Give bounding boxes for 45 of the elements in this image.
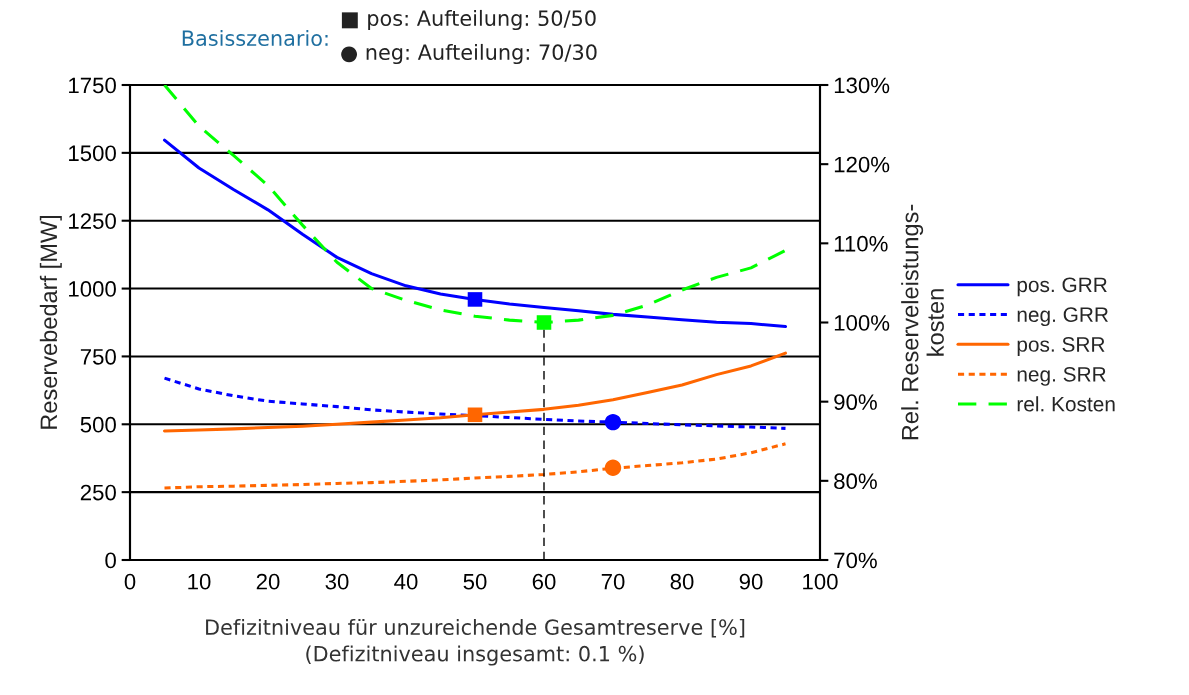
x-tick-label: 20 [256, 573, 280, 590]
point [467, 407, 483, 423]
legend-label: neg. SRR [1017, 366, 1106, 386]
x-axis-title: Defizitniveau für unzureichende Gesamtreserve [%] (Defizitniveau insgesamt: 0.1 %) [206, 618, 745, 666]
x-tick-label: 0 [124, 573, 136, 590]
y2-axis-title: Rel. Reserveleistungs- kosten [901, 204, 944, 440]
x-tick-label: 10 [188, 573, 211, 590]
line-series [162, 138, 788, 329]
legend-label: pos. SRR [1017, 337, 1105, 356]
y-axis-title: Reservebedarf [MW] [39, 215, 62, 429]
point [604, 413, 622, 431]
y-tick-label: 500 [80, 416, 116, 433]
y2-tick-label: 70% [834, 552, 877, 569]
line-series [162, 442, 788, 490]
legend-label: pos. GRR [1017, 277, 1107, 297]
point [467, 292, 483, 307]
point [604, 459, 622, 476]
x-tick-label: 30 [325, 573, 349, 590]
text: ● neg: Aufteilung: 70/30 [341, 43, 597, 65]
x-tick-label: 40 [394, 573, 418, 590]
line-series [162, 376, 788, 430]
x-tick-label: 70 [601, 573, 625, 590]
y-tick-label: 1750 [69, 77, 116, 94]
y2-tick-label: 110% [834, 235, 888, 252]
text: ■ pos: Aufteilung: 50/50 [341, 9, 596, 31]
y2-tick-label: 80% [834, 473, 877, 490]
y-tick-label: 250 [80, 484, 116, 501]
y-tick-label: 750 [80, 348, 116, 365]
y-tick-label: 1000 [69, 281, 116, 297]
y-tick-label: 0 [105, 552, 116, 569]
x-tick-label: 100 [803, 573, 838, 590]
x-tick-label: 50 [463, 573, 487, 590]
y2-tick-label: 100% [834, 315, 890, 331]
y2-tick-label: 120% [834, 156, 890, 173]
line-series [162, 351, 788, 433]
text: Basisszenario: [182, 29, 328, 47]
y2-tick-label: 90% [834, 394, 877, 410]
y-tick-label: 1250 [69, 213, 116, 229]
x-tick-label: 90 [739, 573, 763, 590]
y-tick-label: 1500 [69, 145, 116, 162]
y2-tick-label: 130% [834, 77, 890, 94]
x-tick-label: 60 [532, 573, 556, 590]
x-tick-label: 80 [670, 573, 694, 590]
legend-label: rel. Kosten [1017, 396, 1115, 412]
legend-label: neg. GRR [1017, 307, 1108, 327]
